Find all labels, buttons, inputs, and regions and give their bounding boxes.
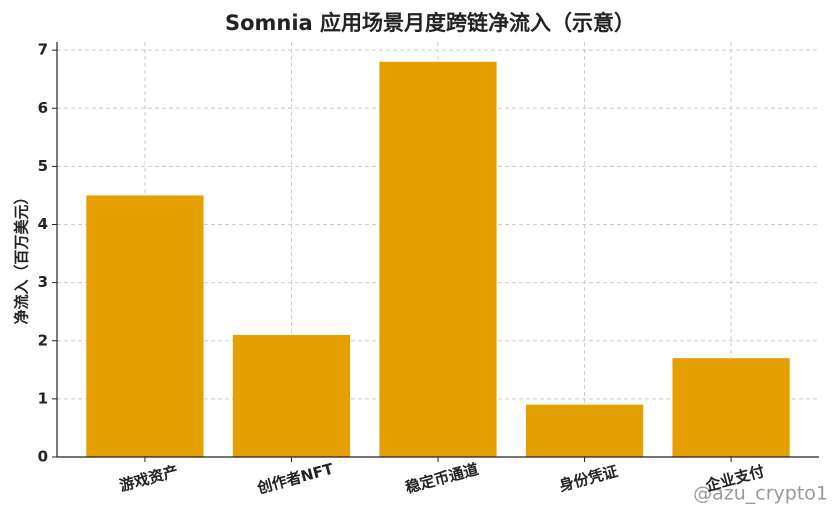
watermark: @azu_crypto1 (693, 483, 828, 505)
y-tick-label: 6 (38, 99, 48, 117)
bar (525, 404, 644, 457)
x-tick-label: 稳定币通道 (403, 460, 480, 497)
y-tick-label: 4 (38, 215, 48, 233)
bar (86, 195, 204, 457)
bar (232, 334, 351, 457)
y-tick-label: 1 (38, 389, 48, 407)
y-axis-label: 净流入（百万美元） (13, 189, 31, 324)
y-tick-label: 2 (38, 331, 48, 349)
chart-title: Somnia 应用场景月度跨链净流入（示意） (225, 11, 635, 35)
x-tick-label: 游戏资产 (117, 462, 180, 495)
y-tick-label: 5 (38, 157, 48, 175)
bar (379, 61, 497, 458)
bar (672, 358, 790, 457)
y-tick-label: 3 (38, 273, 48, 291)
y-tick-label: 7 (38, 41, 48, 59)
y-tick-label: 0 (38, 448, 48, 466)
x-tick-label: 身份凭证 (557, 462, 620, 495)
x-tick-label: 创作者NFT (254, 460, 336, 498)
